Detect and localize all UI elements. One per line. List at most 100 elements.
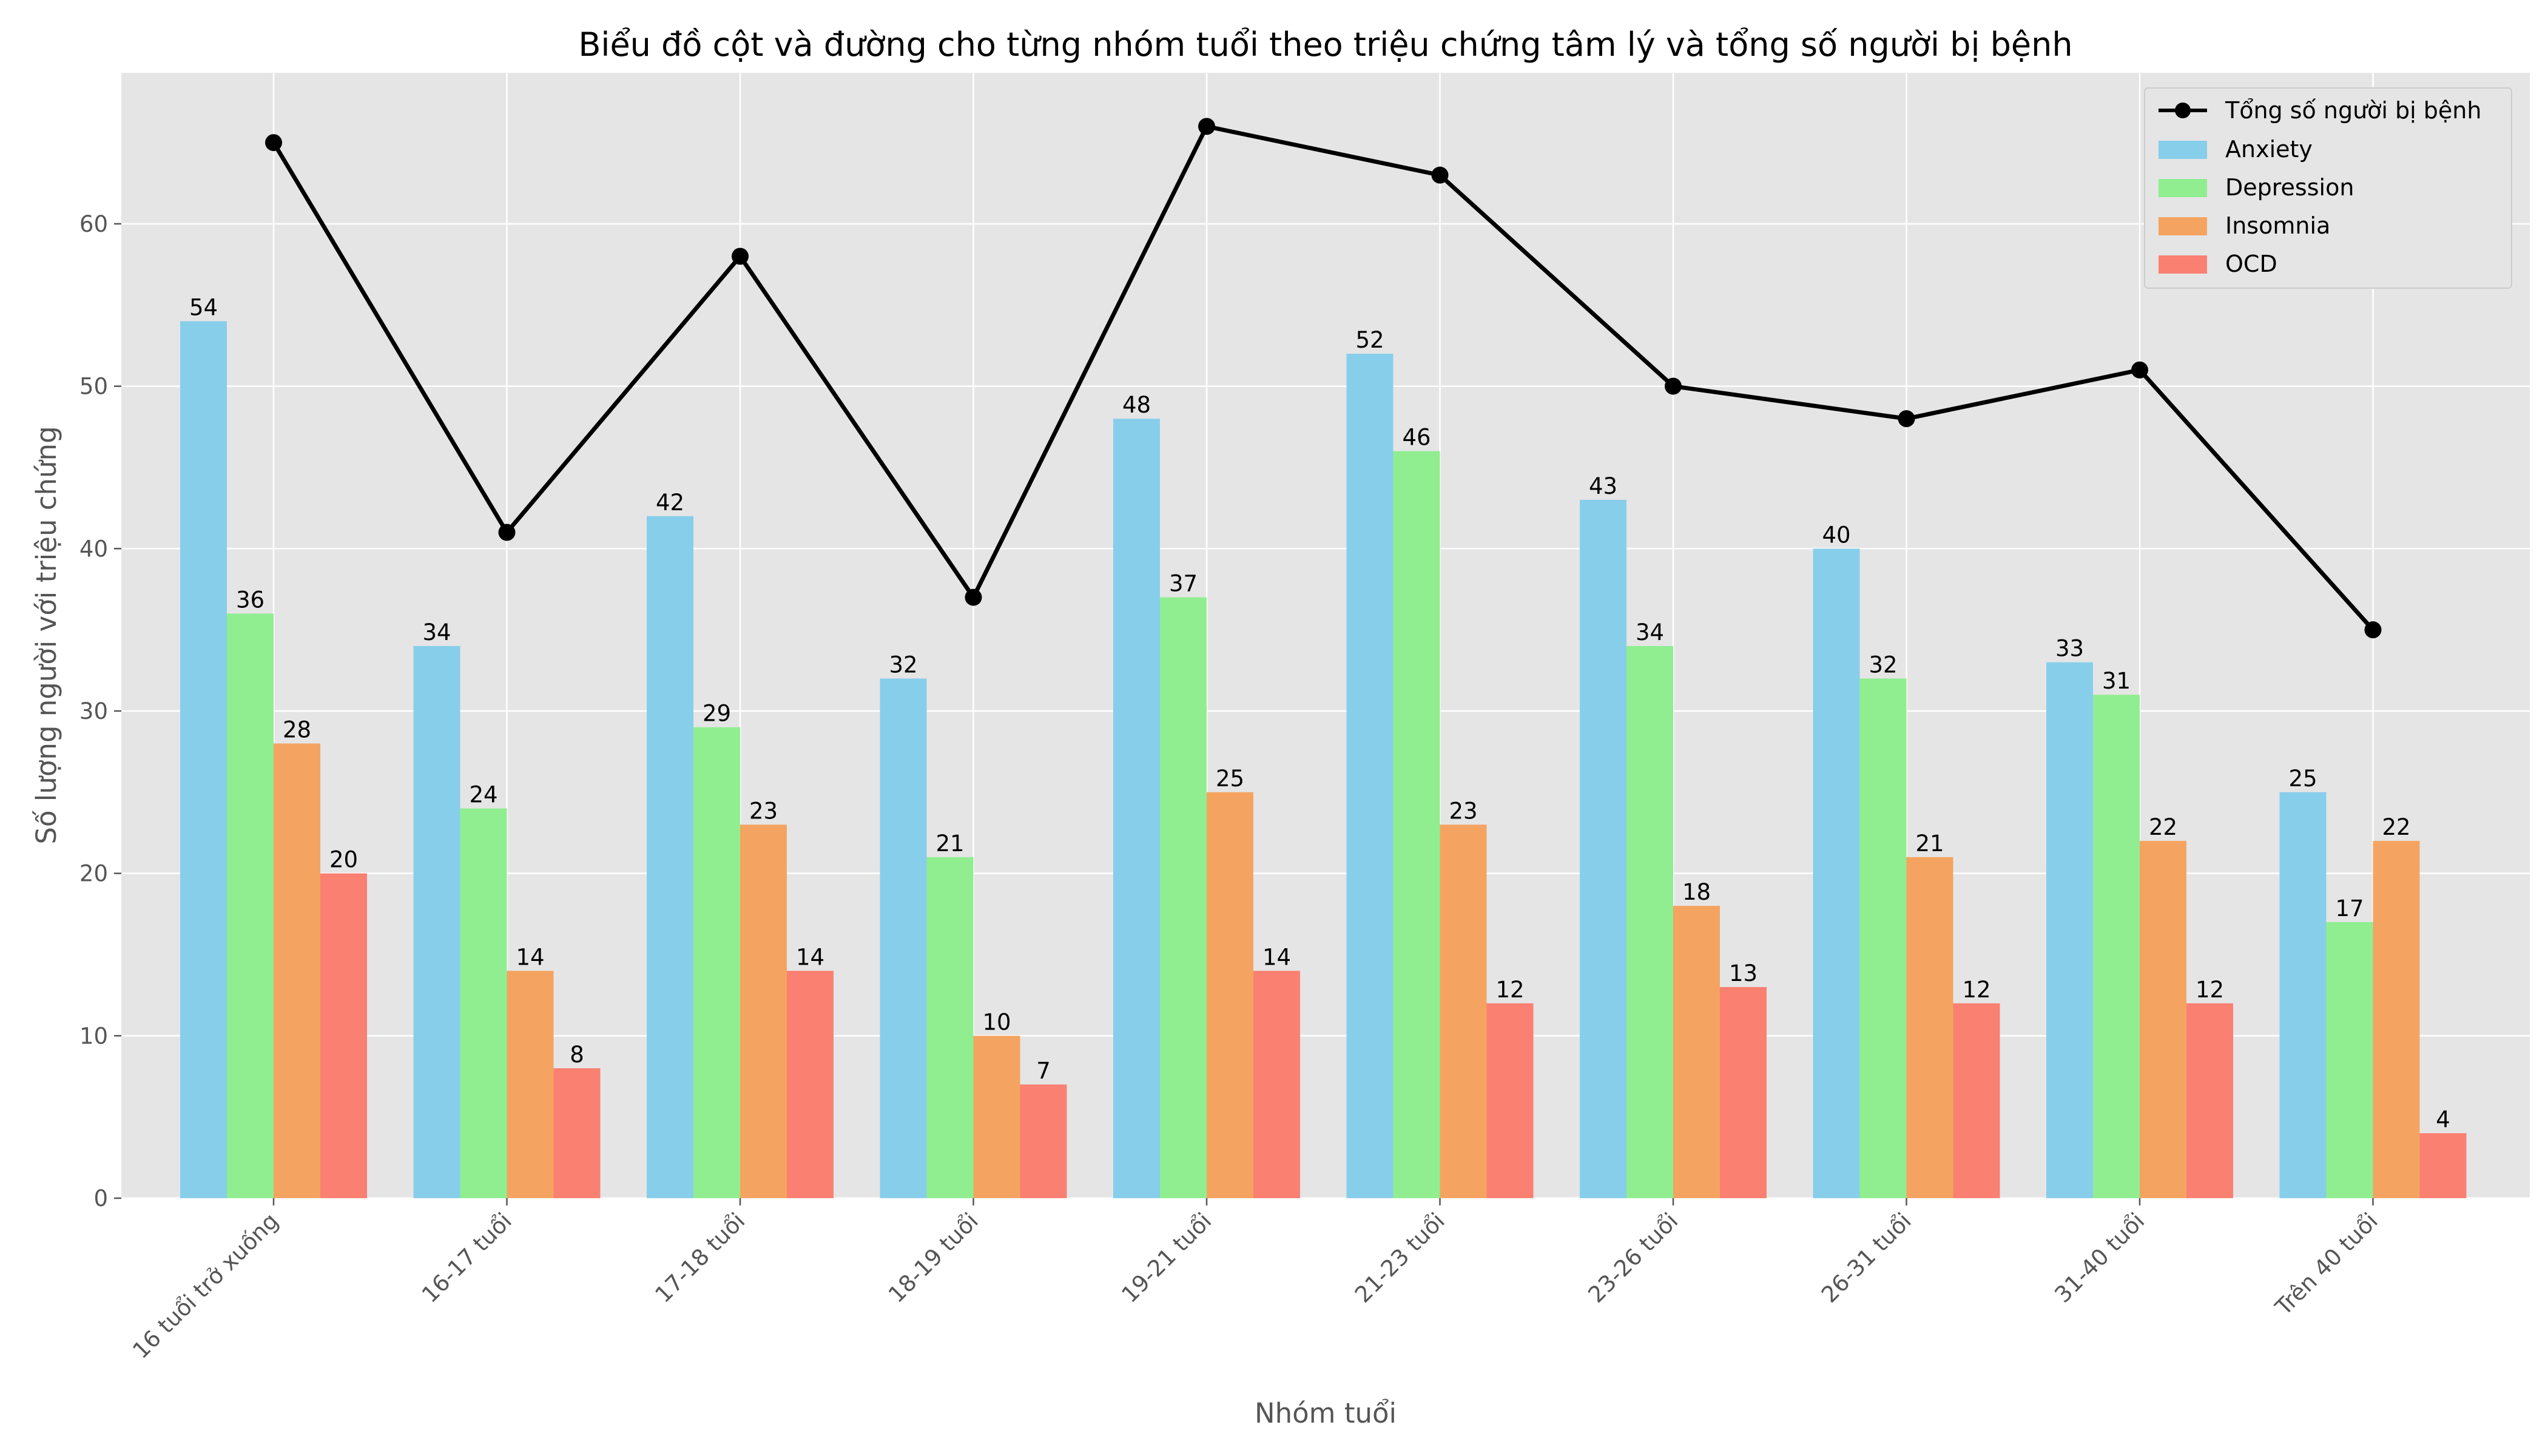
bar-ocd bbox=[1253, 971, 1300, 1198]
data-label-ocd: 12 bbox=[2196, 977, 2224, 1003]
bar-anxiety bbox=[1113, 419, 1160, 1198]
bar-insomnia bbox=[973, 1036, 1020, 1198]
data-label-ocd: 7 bbox=[1036, 1058, 1051, 1084]
bar-depression bbox=[227, 613, 274, 1198]
bar-insomnia bbox=[1906, 857, 1953, 1198]
data-label-depression: 36 bbox=[236, 587, 265, 613]
line-point-total bbox=[2131, 361, 2148, 379]
data-label-depression: 29 bbox=[703, 701, 731, 727]
line-layer bbox=[265, 118, 2382, 639]
data-label-anxiety: 33 bbox=[2055, 636, 2084, 662]
bar-depression bbox=[460, 808, 507, 1198]
data-label-anxiety: 32 bbox=[889, 652, 917, 678]
x-tick-label: 18-19 tuổi bbox=[883, 1208, 983, 1308]
data-label-depression: 32 bbox=[1869, 652, 1897, 678]
bar-insomnia bbox=[507, 971, 554, 1198]
chart-title: Biểu đồ cột và đường cho từng nhóm tuổi … bbox=[578, 25, 2072, 64]
bar-depression bbox=[693, 727, 740, 1198]
y-tick-label: 30 bbox=[79, 698, 108, 724]
x-tick-label: 17-18 tuổi bbox=[650, 1208, 750, 1308]
data-label-insomnia: 22 bbox=[2149, 814, 2177, 840]
bar-depression bbox=[1393, 451, 1440, 1198]
data-label-depression: 17 bbox=[2335, 895, 2364, 922]
bar-ocd bbox=[2186, 1003, 2233, 1198]
data-label-insomnia: 23 bbox=[1449, 798, 1477, 824]
data-label-ocd: 8 bbox=[570, 1042, 584, 1068]
bar-ocd bbox=[1720, 987, 1767, 1198]
bar-anxiety bbox=[2046, 662, 2093, 1198]
bar-insomnia bbox=[2140, 841, 2186, 1198]
labels-layer: 5434423248524340332536242921374634323117… bbox=[189, 295, 2450, 1133]
legend-label-total: Tổng số người bị bệnh bbox=[2225, 97, 2481, 124]
legend-label-insomnia: Insomnia bbox=[2225, 212, 2330, 239]
legend-swatch-insomnia bbox=[2159, 217, 2207, 235]
bar-depression bbox=[1160, 597, 1207, 1198]
bar-depression bbox=[1626, 645, 1673, 1198]
bar-depression bbox=[1859, 678, 1907, 1198]
bar-insomnia bbox=[1440, 824, 1487, 1198]
line-total bbox=[271, 124, 2375, 632]
data-label-ocd: 13 bbox=[1729, 960, 1758, 986]
data-label-insomnia: 21 bbox=[1915, 831, 1944, 857]
data-label-anxiety: 48 bbox=[1122, 392, 1151, 418]
data-label-insomnia: 14 bbox=[516, 944, 544, 970]
data-label-anxiety: 42 bbox=[656, 490, 684, 516]
y-axis-label: Số lượng người với triệu chứng bbox=[30, 426, 62, 844]
legend-label-anxiety: Anxiety bbox=[2225, 136, 2313, 163]
bar-insomnia bbox=[740, 824, 787, 1198]
data-label-ocd: 14 bbox=[1262, 944, 1291, 970]
bar-ocd bbox=[1486, 1003, 1534, 1198]
data-label-ocd: 12 bbox=[1495, 977, 1524, 1003]
bar-insomnia bbox=[1207, 792, 1253, 1198]
line-point-total bbox=[1898, 410, 1915, 428]
bar-anxiety bbox=[180, 321, 227, 1199]
bar-insomnia bbox=[274, 743, 320, 1198]
data-label-insomnia: 22 bbox=[2382, 814, 2410, 840]
legend-line-marker bbox=[2175, 103, 2191, 118]
x-tick-label: 19-21 tuổi bbox=[1116, 1208, 1216, 1308]
data-label-depression: 21 bbox=[935, 831, 964, 857]
bar-insomnia bbox=[1673, 906, 1720, 1198]
bar-anxiety bbox=[1813, 548, 1860, 1198]
data-label-depression: 31 bbox=[2102, 668, 2131, 694]
data-label-anxiety: 40 bbox=[1822, 522, 1850, 548]
line-point-total bbox=[1198, 118, 1215, 135]
y-tick-label: 40 bbox=[79, 536, 108, 562]
bar-anxiety bbox=[1346, 354, 1394, 1198]
data-label-insomnia: 10 bbox=[982, 1009, 1011, 1035]
bar-insomnia bbox=[2373, 841, 2420, 1198]
y-tick-label: 10 bbox=[79, 1023, 108, 1049]
bar-ocd bbox=[2419, 1133, 2467, 1198]
y-tick-label: 20 bbox=[79, 861, 108, 887]
line-point-total bbox=[965, 588, 982, 606]
bar-depression bbox=[2326, 922, 2373, 1198]
data-label-anxiety: 52 bbox=[1355, 327, 1384, 353]
bar-depression bbox=[2093, 695, 2140, 1198]
data-label-insomnia: 23 bbox=[749, 798, 778, 824]
line-point-total bbox=[1665, 377, 1682, 395]
data-label-depression: 34 bbox=[1636, 619, 1664, 645]
line-point-total bbox=[265, 134, 282, 152]
bars-layer bbox=[180, 321, 2467, 1199]
data-label-anxiety: 54 bbox=[189, 295, 218, 321]
data-label-insomnia: 28 bbox=[283, 717, 311, 743]
bar-anxiety bbox=[647, 516, 693, 1198]
bar-anxiety bbox=[880, 678, 927, 1198]
legend-label-ocd: OCD bbox=[2225, 251, 2277, 277]
bar-depression bbox=[926, 857, 974, 1198]
bar-anxiety bbox=[413, 645, 460, 1198]
data-label-anxiety: 25 bbox=[2288, 766, 2317, 792]
line-point-total bbox=[498, 524, 516, 541]
bar-anxiety bbox=[2279, 792, 2327, 1198]
bar-ocd bbox=[553, 1068, 601, 1198]
data-label-ocd: 14 bbox=[796, 944, 824, 970]
data-label-ocd: 20 bbox=[329, 847, 358, 873]
legend: Tổng số người bị bệnh Anxiety Depression… bbox=[2144, 87, 2512, 289]
x-tick-label: 16-17 tuổi bbox=[417, 1208, 517, 1308]
legend-swatch-anxiety bbox=[2159, 141, 2207, 159]
data-label-anxiety: 34 bbox=[422, 619, 451, 645]
legend-label-depression: Depression bbox=[2225, 174, 2354, 201]
x-tick-label: 21-23 tuổi bbox=[1350, 1208, 1450, 1308]
data-label-ocd: 4 bbox=[2436, 1107, 2450, 1133]
bar-ocd bbox=[1020, 1084, 1067, 1198]
